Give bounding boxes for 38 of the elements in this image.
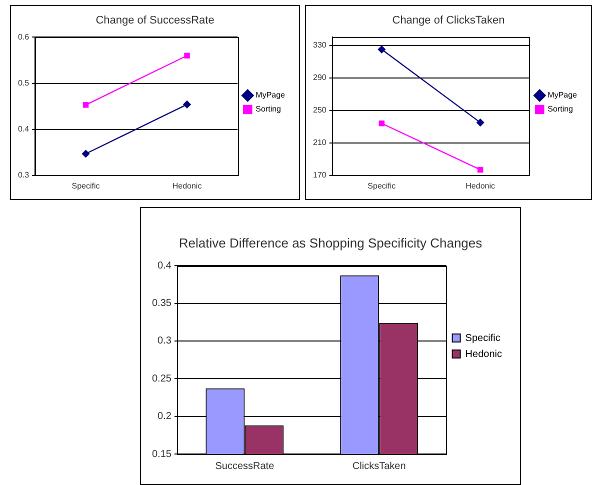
y-tick-label: 0.3 [18, 170, 30, 180]
y-tick-label: 0.25 [152, 373, 172, 384]
y-tick-label: 290 [312, 73, 327, 82]
y-tick-label: 330 [312, 40, 327, 50]
legend-label: Specific [465, 332, 500, 344]
x-tick-label: Hedonic [466, 181, 496, 190]
legend-label: Hedonic [465, 348, 502, 360]
y-tick-label: 250 [312, 106, 327, 115]
chart-title: Change of SuccessRate [96, 14, 214, 27]
x-tick-label: Hedonic [172, 181, 202, 190]
y-tick-label: 0.2 [158, 411, 172, 422]
y-tick-label: 0.3 [158, 336, 172, 347]
chart-title: Change of ClicksTaken [392, 14, 505, 27]
y-tick-label: 170 [312, 170, 327, 180]
point [184, 52, 190, 58]
point [82, 150, 90, 158]
y-tick-label: 210 [312, 138, 327, 148]
point [476, 118, 484, 126]
point [378, 120, 385, 126]
x-tick-label: Specific [368, 181, 396, 190]
y-tick-label: 0.4 [158, 260, 172, 272]
x-tick-label: Specific [72, 181, 100, 190]
y-tick-label: 0.15 [152, 448, 172, 460]
point [378, 46, 386, 54]
y-tick-label: 0.6 [18, 32, 30, 42]
x-tick-label: ClicksTaken [352, 460, 406, 472]
y-tick-label: 0.4 [18, 124, 30, 134]
point [82, 102, 89, 108]
point [477, 166, 484, 173]
y-tick-label: 0.5 [18, 78, 30, 88]
legend-label: MyPage [548, 90, 578, 100]
y-tick-label: 0.35 [152, 298, 172, 310]
chart-title: Relative Difference as Shopping Specificity Changes [178, 235, 483, 250]
legend-label: Sorting [256, 104, 282, 114]
legend-label: MyPage [256, 90, 286, 100]
point [183, 100, 191, 108]
x-tick-label: SuccessRate [215, 460, 275, 472]
legend-label: Sorting [548, 104, 574, 114]
